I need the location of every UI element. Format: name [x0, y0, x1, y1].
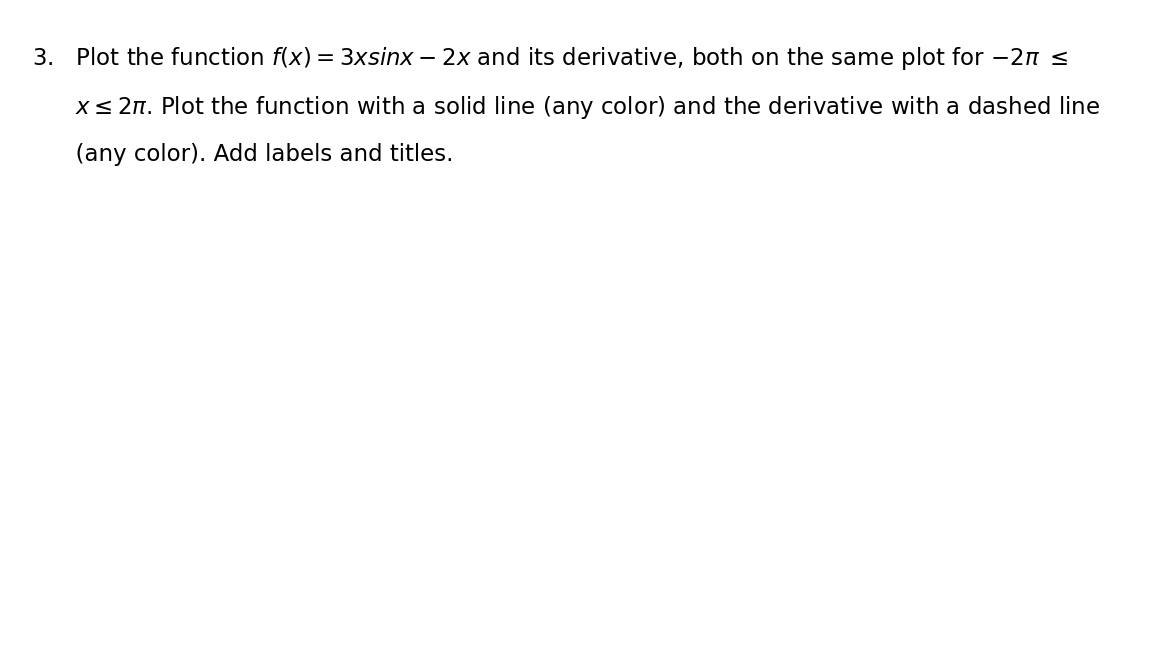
Text: (any color). Add labels and titles.: (any color). Add labels and titles.: [32, 143, 454, 165]
Text: $x \leq 2\pi$. Plot the function with a solid line (any color) and the derivativ: $x \leq 2\pi$. Plot the function with a …: [32, 94, 1100, 121]
Text: 3.   Plot the function $f(x) = 3x\mathit{sinx} - 2x$ and its derivative, both on: 3. Plot the function $f(x) = 3x\mathit{s…: [32, 45, 1069, 73]
